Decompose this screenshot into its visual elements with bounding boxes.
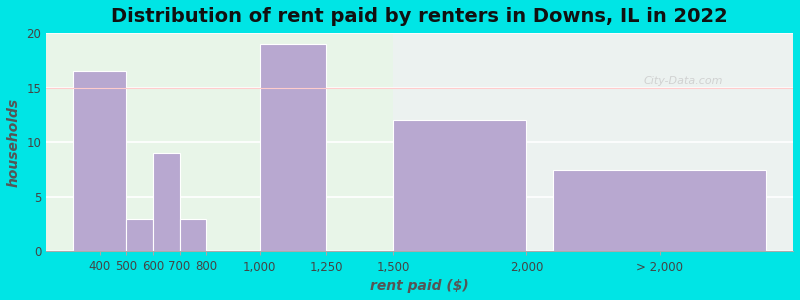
Bar bbox=[393, 120, 526, 251]
Bar bbox=[393, 33, 793, 251]
Bar bbox=[553, 169, 766, 251]
Bar bbox=[126, 219, 153, 251]
Y-axis label: households: households bbox=[7, 98, 21, 187]
Text: City-Data.com: City-Data.com bbox=[644, 76, 723, 86]
X-axis label: rent paid ($): rent paid ($) bbox=[370, 279, 469, 293]
Title: Distribution of rent paid by renters in Downs, IL in 2022: Distribution of rent paid by renters in … bbox=[111, 7, 728, 26]
Bar bbox=[153, 153, 179, 251]
Bar bbox=[73, 71, 126, 251]
Bar bbox=[179, 219, 206, 251]
Bar bbox=[260, 44, 326, 251]
